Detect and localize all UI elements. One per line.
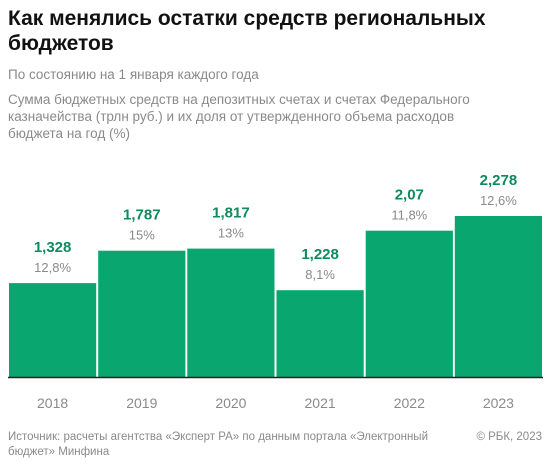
- share-label-2020: 13%: [218, 226, 244, 241]
- value-label-2020: 1,817: [212, 205, 250, 222]
- bar-2020: [187, 248, 275, 377]
- share-label-2023: 12,6%: [480, 193, 517, 208]
- x-tick-2020: 2020: [215, 395, 246, 411]
- share-label-2018: 12,8%: [34, 260, 71, 275]
- x-tick-2022: 2022: [394, 395, 425, 411]
- bar-chart: 1,328 12,8% 2018 1,787 15% 2019 1,817 13% 2020 1,…: [8, 172, 543, 411]
- x-tick-2021: 2021: [305, 395, 336, 411]
- bar-2019: [98, 250, 186, 377]
- value-label-2022: 2,07: [395, 187, 424, 204]
- x-tick-2023: 2023: [483, 395, 514, 411]
- value-label-2018: 1,328: [34, 239, 72, 256]
- bar-2023: [454, 216, 542, 377]
- chart-subtitle: По состоянию на 1 января каждого года: [8, 67, 259, 82]
- chart-description: Сумма бюджетных средств на депозитных сч…: [8, 92, 470, 141]
- chart-title: Как менялись остатки средств региональны…: [8, 7, 486, 55]
- share-label-2021: 8,1%: [305, 267, 335, 282]
- bar-2018: [9, 283, 97, 377]
- bar-2021: [276, 290, 364, 377]
- value-label-2023: 2,278: [480, 172, 518, 189]
- copyright: © РБК, 2023: [476, 431, 542, 443]
- value-label-2021: 1,228: [301, 246, 339, 263]
- value-label-2019: 1,787: [123, 207, 161, 224]
- share-label-2022: 11,8%: [391, 208, 427, 223]
- bar-2022: [365, 230, 453, 377]
- x-tick-2018: 2018: [37, 395, 68, 411]
- share-label-2019: 15%: [129, 228, 155, 243]
- x-tick-2019: 2019: [126, 395, 157, 411]
- source-note: Источник: расчеты агентства «Эксперт РА»…: [8, 431, 428, 458]
